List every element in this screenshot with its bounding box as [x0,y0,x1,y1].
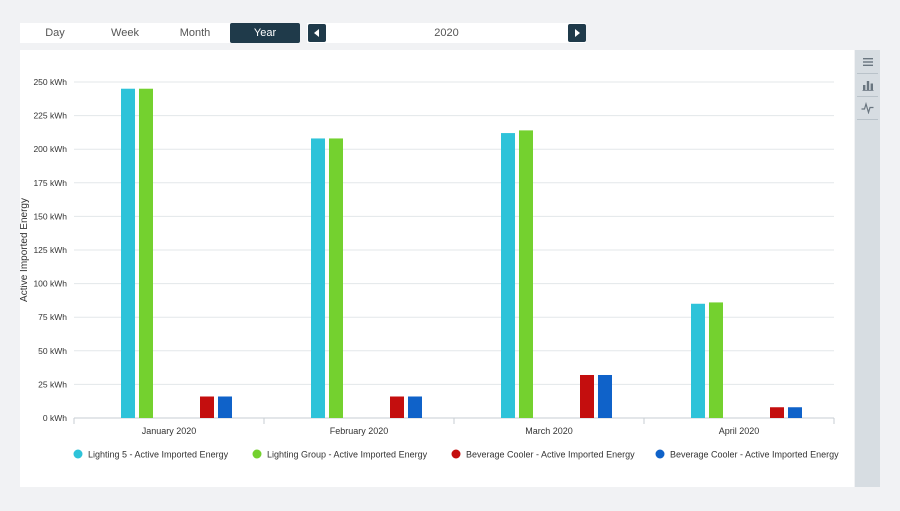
y-tick-label: 100 kWh [33,279,67,289]
period-tabs: Day Week Month Year [20,23,300,43]
x-tick-label: April 2020 [719,426,760,436]
bar-chart-icon [862,81,873,91]
tab-day[interactable]: Day [45,27,65,39]
y-axis-label: Active Imported Energy [20,198,30,302]
energy-bar-chart: 0 kWh 25 kWh 50 kWh 75 kWh 100 kWh 125 kWh 150… [19,77,839,460]
legend-marker [252,449,262,459]
legend-label[interactable]: Beverage Cooler - Active Imported Energy [670,450,839,460]
menu-icon [862,58,873,66]
bar[interactable] [390,396,404,418]
tab-year[interactable]: Year [230,23,300,43]
bar[interactable] [501,133,515,418]
caret-right-icon [575,29,580,37]
caret-left-icon [314,29,319,37]
y-tick-label: 150 kWh [33,211,67,221]
year-label: 2020 [434,27,459,39]
bar[interactable] [200,396,214,418]
y-tick-label: 0 kWh [43,413,67,423]
legend-label[interactable]: Lighting 5 - Active Imported Energy [88,450,229,460]
year-navigator: 2020 [307,23,586,43]
y-tick-label: 250 kWh [33,77,67,87]
bar[interactable] [311,138,325,418]
bar[interactable] [139,88,153,418]
y-tick-label: 200 kWh [33,144,67,154]
y-tick-label: 25 kWh [38,379,67,389]
next-year-button[interactable] [568,24,586,42]
chart-side-toolbar [855,50,880,487]
period-toolbar: Day Week Month Year 2020 [20,23,586,43]
y-tick-label: 175 kWh [33,178,67,188]
menu-button[interactable] [857,52,878,72]
legend-marker [655,449,665,459]
y-tick-label: 75 kWh [38,312,67,322]
chart-panel: 0 kWh 25 kWh 50 kWh 75 kWh 100 kWh 125 kWh 150… [19,50,854,487]
bar-chart-button[interactable] [857,75,878,95]
bar[interactable] [121,88,135,418]
legend-label[interactable]: Lighting Group - Active Imported Energy [267,450,428,460]
bar[interactable] [329,138,343,418]
bar[interactable] [598,374,612,418]
bar[interactable] [770,407,784,418]
bar[interactable] [519,130,533,418]
bar[interactable] [408,396,422,418]
y-tick-label: 125 kWh [33,245,67,255]
bar[interactable] [788,407,802,418]
bar[interactable] [580,374,594,418]
previous-year-button[interactable] [308,24,326,42]
bar[interactable] [218,396,232,418]
x-tick-label: February 2020 [330,426,389,436]
tab-week[interactable]: Week [111,27,139,39]
legend-marker [451,449,461,459]
x-tick-label: January 2020 [142,426,197,436]
bar[interactable] [709,302,723,418]
y-tick-label: 225 kWh [33,111,67,121]
legend-label[interactable]: Beverage Cooler - Active Imported Energy [466,450,635,460]
tab-month[interactable]: Month [179,27,211,39]
x-tick-label: March 2020 [525,426,573,436]
line-chart-button[interactable] [857,98,878,118]
legend-marker [73,449,83,459]
y-tick-label: 50 kWh [38,346,67,356]
bar[interactable] [691,303,705,418]
line-chart-icon [861,102,874,114]
